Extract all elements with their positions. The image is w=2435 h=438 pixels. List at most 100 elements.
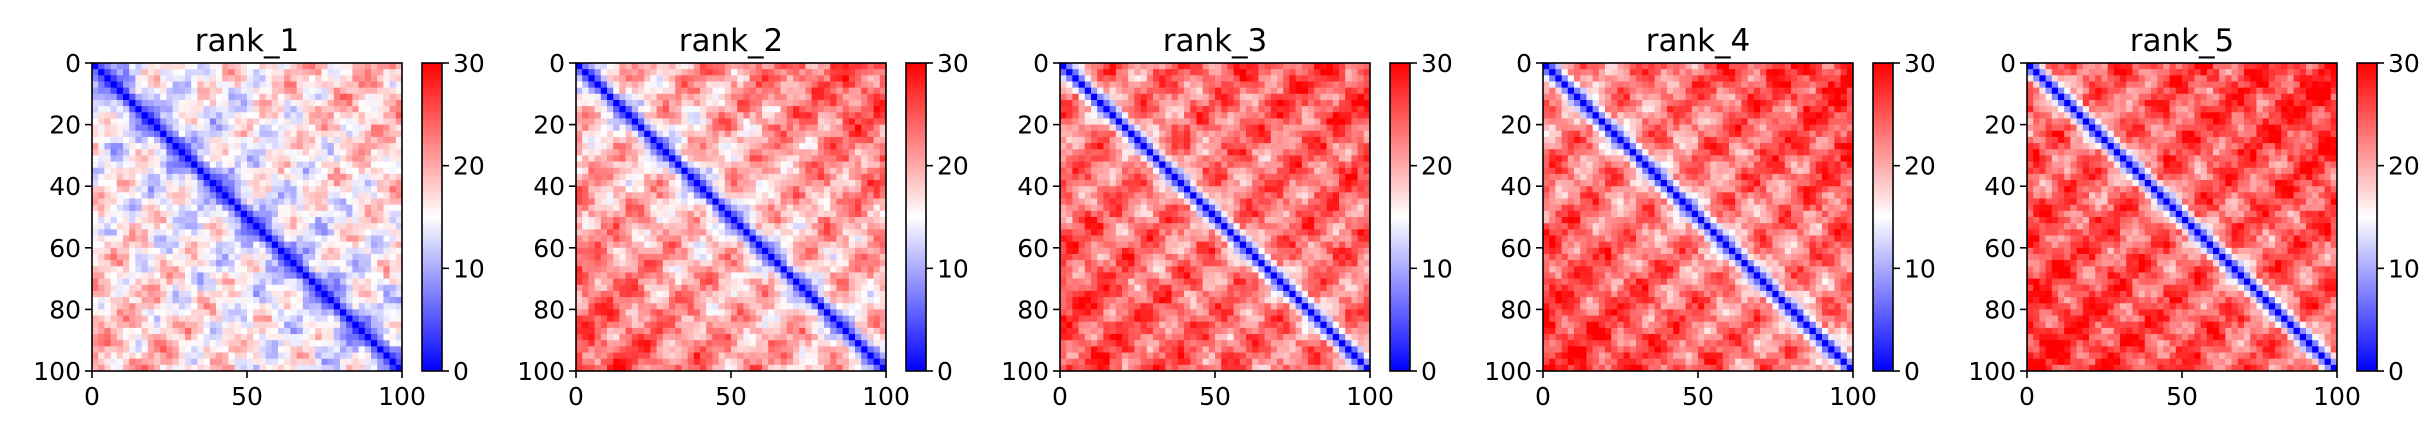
heatmap-cell: [172, 63, 180, 70]
heatmap-cell: [383, 340, 390, 347]
heatmap-cell: [669, 149, 676, 156]
heatmap-cell: [178, 346, 186, 353]
x-tick-label: 0: [84, 382, 100, 411]
heatmap-cell: [98, 297, 105, 304]
heatmap-cell: [613, 149, 620, 156]
heatmap-cell: [768, 284, 775, 292]
heatmap-cell: [327, 315, 335, 323]
heatmap-cell: [780, 346, 788, 353]
heatmap-cell: [191, 284, 198, 292]
heatmap-cell: [240, 204, 248, 212]
heatmap-cell: [147, 63, 155, 70]
heatmap-cell: [284, 161, 291, 169]
heatmap-cell: [737, 192, 744, 199]
heatmap-cell: [123, 290, 130, 298]
heatmap-cell: [110, 63, 118, 70]
heatmap-cell: [377, 81, 384, 89]
heatmap-cell: [731, 124, 738, 132]
heatmap-cell: [638, 340, 645, 347]
heatmap-cell: [855, 309, 862, 316]
heatmap-cell: [123, 247, 130, 255]
heatmap-cell: [104, 217, 111, 224]
heatmap-cell: [265, 180, 273, 187]
heatmap-cell: [793, 155, 800, 162]
heatmap-cell: [389, 272, 397, 279]
heatmap-cell: [842, 87, 850, 95]
heatmap-cell: [110, 217, 118, 224]
heatmap-cell: [278, 99, 285, 107]
heatmap-cell: [271, 290, 279, 298]
heatmap-cell: [278, 75, 285, 82]
heatmap-cell: [768, 180, 775, 187]
heatmap-cell: [588, 75, 595, 82]
heatmap-cell: [662, 63, 670, 70]
heatmap-cell: [222, 290, 229, 298]
heatmap-cell: [613, 130, 620, 138]
heatmap-cell: [129, 217, 136, 224]
heatmap-cell: [352, 327, 359, 335]
heatmap-cell: [644, 340, 651, 347]
heatmap-cell: [842, 130, 850, 138]
heatmap-cell: [613, 309, 620, 316]
heatmap-cell: [576, 334, 583, 341]
heatmap-cell: [253, 223, 260, 230]
heatmap-cell: [364, 112, 372, 119]
heatmap-cell: [712, 217, 719, 224]
heatmap-cell: [576, 321, 583, 329]
heatmap-cell: [749, 75, 757, 82]
heatmap-cell: [588, 112, 595, 119]
heatmap-cell: [191, 290, 198, 298]
heatmap-cell: [371, 247, 378, 255]
heatmap-cell: [209, 180, 217, 187]
heatmap-cell: [321, 204, 328, 212]
heatmap-cell: [358, 63, 366, 70]
heatmap-cell: [712, 241, 719, 249]
heatmap-cell: [160, 210, 167, 218]
heatmap-cell: [352, 297, 359, 304]
heatmap-cell: [141, 87, 149, 95]
heatmap-cell: [247, 223, 254, 230]
heatmap-cell: [706, 303, 713, 310]
heatmap-cell: [209, 99, 217, 107]
heatmap-cell: [340, 124, 347, 132]
heatmap-cell: [700, 112, 707, 119]
heatmap-cell: [377, 143, 384, 150]
heatmap-cell: [811, 75, 819, 82]
heatmap-cell: [154, 69, 161, 76]
heatmap-cell: [240, 130, 248, 138]
heatmap-cell: [861, 143, 868, 150]
heatmap-cell: [352, 198, 359, 206]
heatmap-cell: [755, 315, 763, 323]
heatmap-cell: [743, 136, 750, 144]
heatmap-cell: [830, 260, 837, 267]
heatmap-cell: [743, 186, 750, 193]
heatmap-cell: [240, 303, 248, 310]
heatmap-cell: [271, 118, 279, 125]
heatmap-cell: [805, 315, 812, 323]
heatmap-cell: [613, 173, 620, 181]
heatmap-cell: [110, 93, 118, 101]
heatmap-cell: [669, 173, 676, 181]
heatmap-cell: [718, 112, 726, 119]
heatmap-cell: [203, 63, 211, 70]
heatmap-cell: [197, 235, 204, 243]
heatmap-cell: [755, 327, 763, 335]
heatmap-cell: [178, 272, 186, 279]
heatmap-cell: [817, 130, 825, 138]
heatmap-cell: [861, 167, 868, 175]
heatmap-cell: [817, 253, 825, 261]
heatmap-cell: [830, 124, 837, 132]
heatmap-cell: [364, 217, 372, 224]
heatmap-cell: [234, 69, 242, 76]
heatmap-cell: [216, 272, 223, 279]
heatmap-cell: [197, 87, 204, 95]
heatmap-cell: [141, 340, 149, 347]
heatmap-cell: [259, 124, 266, 132]
heatmap-cell: [135, 309, 142, 316]
heatmap-cell: [259, 112, 266, 119]
heatmap-cell: [265, 149, 273, 156]
heatmap-cell: [352, 99, 359, 107]
heatmap-cell: [873, 81, 881, 89]
heatmap-cell: [389, 364, 397, 372]
heatmap-cell: [644, 130, 651, 138]
